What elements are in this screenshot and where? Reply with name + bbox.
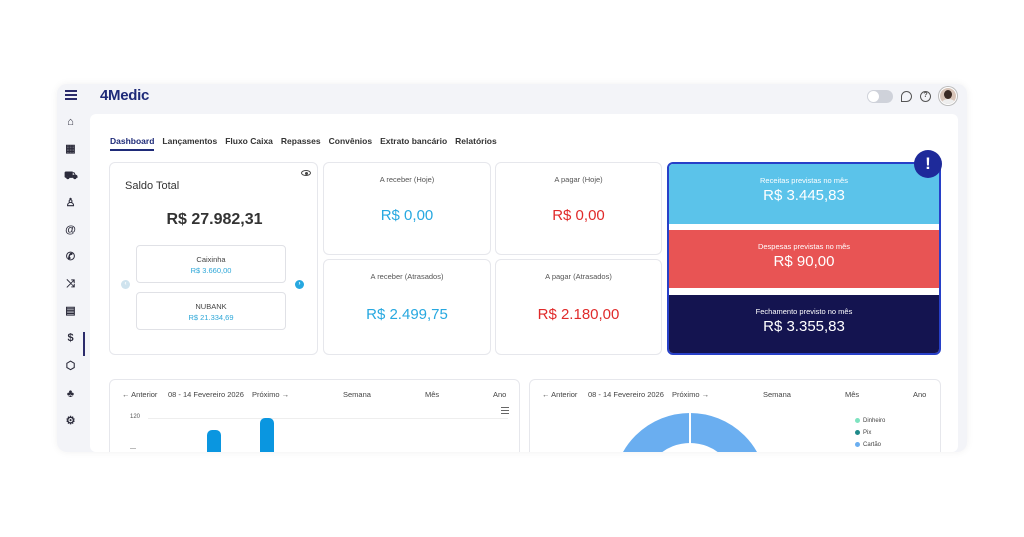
period-month[interactable]: Mês (845, 390, 860, 399)
bank-name: NUBANK (195, 302, 227, 311)
eye-icon[interactable] (301, 170, 311, 176)
donut-chart-card: ← Anterior 08 - 14 Fevereiro 2026 Próxim… (529, 379, 941, 452)
clipboard-icon[interactable]: ▤ (65, 305, 76, 317)
forecast-value: R$ 3.355,83 (763, 318, 845, 335)
top-right-actions: ? (867, 87, 957, 105)
phone-icon[interactable]: ✆ (65, 251, 76, 263)
alert-badge[interactable]: ! (914, 150, 942, 178)
date-range: 08 - 14 Fevereiro 2026 (588, 390, 664, 399)
theme-toggle[interactable] (867, 89, 893, 103)
chat-icon[interactable] (901, 90, 912, 102)
kpi-receber-hoje: A receber (Hoje) R$ 0,00 (323, 162, 491, 255)
bar-chart-card: ← Anterior 08 - 14 Fevereiro 2026 Próxim… (109, 379, 520, 452)
forecast-despesas: Despesas previstas no mês R$ 90,00 (669, 230, 939, 288)
kpi-label: A receber (Atrasados) (370, 272, 444, 281)
y-tick-mark (130, 448, 136, 449)
tab-fluxo-caixa[interactable]: Fluxo Caixa (225, 136, 273, 146)
bank-name: Caixinha (196, 255, 226, 264)
app-window: 4Medic ? ⌂ ▦ ⛟ ♙ @ ✆ ⤨ ▤ $ ⬡ ♣ ⚙ Dashboard Lançament… (57, 84, 967, 452)
legend-dot (855, 418, 860, 423)
legend-label: Cartão (863, 442, 882, 449)
y-tick-label: 120 (130, 414, 141, 420)
app-logo: 4Medic (100, 87, 150, 104)
kpi-label: A receber (Hoje) (379, 175, 435, 184)
forecast-card: Receitas previstas no mês R$ 3.445,83 De… (667, 162, 941, 355)
period-month[interactable]: Mês (425, 390, 440, 399)
dollar-icon[interactable]: $ (67, 332, 74, 344)
at-icon[interactable]: @ (65, 224, 76, 236)
kpi-value: R$ 0,00 (552, 207, 605, 224)
chevron-left-icon[interactable]: ‹ (121, 280, 130, 289)
chevron-right-icon[interactable]: › (295, 280, 304, 289)
legend-dot (855, 430, 860, 435)
main-content: Dashboard Lançamentos Fluxo Caixa Repasses C… (90, 114, 958, 452)
period-year[interactable]: Ano (493, 390, 507, 399)
forecast-label: Despesas previstas no mês (757, 242, 851, 251)
top-bar: 4Medic ? (57, 84, 967, 110)
box-icon[interactable]: ⬡ (65, 360, 76, 372)
period-week[interactable]: Semana (343, 390, 371, 399)
kpi-pagar-atrasados: A pagar (Atrasados) R$ 2.180,00 (495, 259, 662, 355)
legend-item[interactable]: Dinheiro (855, 418, 885, 424)
chart-bar (207, 430, 221, 452)
legend-item[interactable]: Pix (855, 430, 871, 436)
gridline (148, 418, 508, 419)
tab-lan-amentos[interactable]: Lançamentos (162, 136, 218, 146)
saldo-value: R$ 27.982,31 (166, 211, 263, 228)
legend-label: Dinheiro (863, 418, 886, 425)
forecast-label: Receitas previstas no mês (760, 176, 848, 185)
forecast-fechamento: Fechamento previsto no mês R$ 3.355,83 (669, 295, 939, 353)
kpi-value: R$ 0,00 (380, 207, 434, 224)
sidebar-active-indicator (83, 332, 85, 356)
tab-relat-rios[interactable]: Relatórios (455, 136, 497, 146)
period-week[interactable]: Semana (763, 390, 791, 399)
home-icon[interactable]: ⌂ (67, 116, 74, 128)
kpi-label: A pagar (Atrasados) (545, 272, 612, 281)
calendar-icon[interactable]: ▦ (65, 143, 76, 155)
bank-value: R$ 21.334,69 (188, 313, 234, 322)
forecast-receitas: Receitas previstas no mês R$ 3.445,83 (669, 164, 939, 224)
help-icon[interactable]: ? (920, 90, 931, 102)
bank-card-caixinha[interactable]: Caixinha R$ 3.660,00 (136, 245, 286, 283)
kpi-pagar-hoje: A pagar (Hoje) R$ 0,00 (495, 162, 662, 255)
forecast-value: R$ 90,00 (773, 253, 835, 270)
next-button[interactable]: Próximo → (252, 390, 290, 399)
bank-value: R$ 3.660,00 (190, 266, 232, 275)
avatar[interactable] (939, 87, 957, 105)
menu-icon[interactable] (65, 90, 77, 102)
tab-dashboard[interactable]: Dashboard (110, 136, 155, 151)
donut-chart (623, 408, 757, 452)
bank-card-nubank[interactable]: NUBANK R$ 21.334,69 (136, 292, 286, 330)
period-year[interactable]: Ano (913, 390, 927, 399)
shuffle-icon[interactable]: ⤨ (66, 278, 75, 290)
prev-button[interactable]: ← Anterior (542, 390, 578, 399)
car-icon[interactable]: ⛟ (64, 170, 78, 182)
kpi-value: R$ 2.499,75 (366, 306, 448, 323)
legend-item[interactable]: Cartão (855, 442, 881, 448)
kpi-receber-atrasados: A receber (Atrasados) R$ 2.499,75 (323, 259, 491, 355)
chart-menu-icon[interactable] (501, 407, 509, 416)
date-range: 08 - 14 Fevereiro 2026 (168, 390, 244, 399)
tab-bar: Dashboard Lançamentos Fluxo Caixa Repasses C… (110, 136, 497, 151)
saldo-title: Saldo Total (125, 180, 180, 192)
next-button[interactable]: Próximo → (672, 390, 710, 399)
kpi-value: R$ 2.180,00 (537, 306, 620, 323)
kpi-label: A pagar (Hoje) (554, 175, 603, 184)
tab-repasses[interactable]: Repasses (280, 136, 321, 146)
saldo-total-card: Saldo Total R$ 27.982,31 Caixinha R$ 3.6… (109, 162, 318, 355)
forecast-label: Fechamento previsto no mês (755, 307, 853, 316)
tree-icon[interactable]: ♣ (66, 388, 75, 400)
prev-button[interactable]: ← Anterior (122, 390, 158, 399)
chart-bar (260, 418, 274, 452)
legend-label: Pix (863, 430, 872, 437)
forecast-value: R$ 3.445,83 (763, 187, 845, 204)
tab-extrato-banc-rio[interactable]: Extrato bancário (380, 136, 448, 146)
legend-dot (855, 442, 860, 447)
tab-conv-nios[interactable]: Convênios (328, 136, 373, 146)
sidebar: ⌂ ▦ ⛟ ♙ @ ✆ ⤨ ▤ $ ⬡ ♣ ⚙ (57, 110, 85, 452)
user-icon[interactable]: ♙ (65, 197, 76, 209)
gear-icon[interactable]: ⚙ (65, 415, 76, 427)
